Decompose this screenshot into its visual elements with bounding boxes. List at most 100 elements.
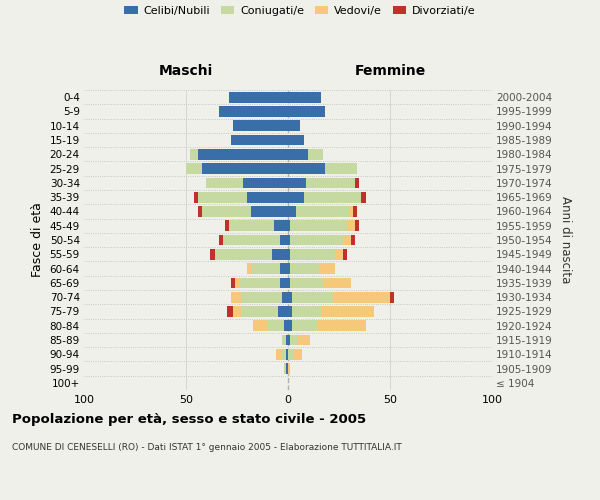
Bar — [282, 349, 286, 360]
Bar — [355, 220, 359, 231]
Bar — [233, 120, 288, 131]
Bar — [288, 106, 325, 117]
Bar — [290, 263, 319, 274]
Bar — [288, 149, 308, 160]
Bar — [294, 349, 302, 360]
Bar — [288, 349, 294, 360]
Bar — [198, 192, 247, 202]
Bar — [218, 106, 288, 117]
Bar — [343, 249, 347, 260]
Bar — [190, 149, 198, 160]
Bar — [247, 192, 288, 202]
Bar — [229, 220, 274, 231]
Bar — [231, 292, 241, 302]
Bar — [288, 206, 296, 217]
Bar — [202, 206, 251, 217]
Bar — [253, 320, 268, 331]
Bar — [284, 320, 288, 331]
Y-axis label: Anni di nascita: Anni di nascita — [559, 196, 572, 284]
Bar — [288, 320, 292, 331]
Text: COMUNE DI CENESELLI (RO) - Dati ISTAT 1° gennaio 2005 - Elaborazione TUTTITALIA.: COMUNE DI CENESELLI (RO) - Dati ISTAT 1°… — [12, 442, 402, 452]
Bar — [274, 220, 288, 231]
Bar — [288, 220, 290, 231]
Bar — [280, 278, 288, 288]
Bar — [202, 163, 288, 174]
Bar — [308, 149, 323, 160]
Bar — [347, 220, 355, 231]
Bar — [278, 306, 288, 317]
Text: Femmine: Femmine — [355, 64, 425, 78]
Bar — [243, 178, 288, 188]
Bar — [288, 92, 320, 102]
Bar — [286, 363, 288, 374]
Bar — [361, 192, 365, 202]
Bar — [323, 278, 351, 288]
Bar — [296, 206, 349, 217]
Bar — [335, 249, 343, 260]
Bar — [288, 363, 290, 374]
Bar — [288, 306, 292, 317]
Bar — [333, 292, 390, 302]
Bar — [290, 220, 347, 231]
Bar — [186, 163, 202, 174]
Bar — [288, 134, 304, 145]
Bar — [307, 178, 355, 188]
Bar — [284, 363, 286, 374]
Bar — [251, 206, 288, 217]
Bar — [241, 306, 278, 317]
Bar — [290, 334, 298, 345]
Bar — [223, 234, 280, 246]
Text: Popolazione per età, sesso e stato civile - 2005: Popolazione per età, sesso e stato civil… — [12, 412, 366, 426]
Bar — [227, 306, 233, 317]
Bar — [290, 249, 335, 260]
Bar — [317, 320, 365, 331]
Bar — [272, 249, 288, 260]
Bar — [351, 234, 355, 246]
Bar — [286, 334, 288, 345]
Bar — [343, 234, 351, 246]
Legend: Celibi/Nubili, Coniugati/e, Vedovi/e, Divorziati/e: Celibi/Nubili, Coniugati/e, Vedovi/e, Di… — [124, 6, 476, 16]
Bar — [319, 263, 335, 274]
Bar — [231, 278, 235, 288]
Bar — [288, 234, 290, 246]
Y-axis label: Fasce di età: Fasce di età — [31, 202, 44, 278]
Bar — [206, 178, 243, 188]
Bar — [280, 263, 288, 274]
Bar — [390, 292, 394, 302]
Bar — [231, 134, 288, 145]
Bar — [349, 206, 353, 217]
Bar — [298, 334, 310, 345]
Bar — [288, 292, 292, 302]
Bar — [288, 263, 290, 274]
Bar — [288, 334, 290, 345]
Bar — [268, 320, 284, 331]
Bar — [320, 306, 374, 317]
Bar — [282, 292, 288, 302]
Bar — [239, 278, 280, 288]
Bar — [288, 120, 300, 131]
Bar — [247, 263, 251, 274]
Bar — [288, 249, 290, 260]
Bar — [355, 178, 359, 188]
Bar — [251, 263, 280, 274]
Bar — [211, 249, 215, 260]
Bar — [292, 292, 333, 302]
Bar — [304, 192, 361, 202]
Bar — [198, 149, 288, 160]
Bar — [288, 278, 290, 288]
Bar — [325, 163, 358, 174]
Bar — [292, 320, 317, 331]
Bar — [282, 334, 286, 345]
Bar — [194, 192, 198, 202]
Bar — [241, 292, 282, 302]
Bar — [288, 192, 304, 202]
Bar — [292, 306, 320, 317]
Bar — [235, 278, 239, 288]
Bar — [288, 163, 325, 174]
Bar — [198, 206, 202, 217]
Text: Maschi: Maschi — [159, 64, 213, 78]
Bar — [215, 249, 272, 260]
Bar — [288, 178, 307, 188]
Bar — [290, 234, 343, 246]
Bar — [233, 306, 241, 317]
